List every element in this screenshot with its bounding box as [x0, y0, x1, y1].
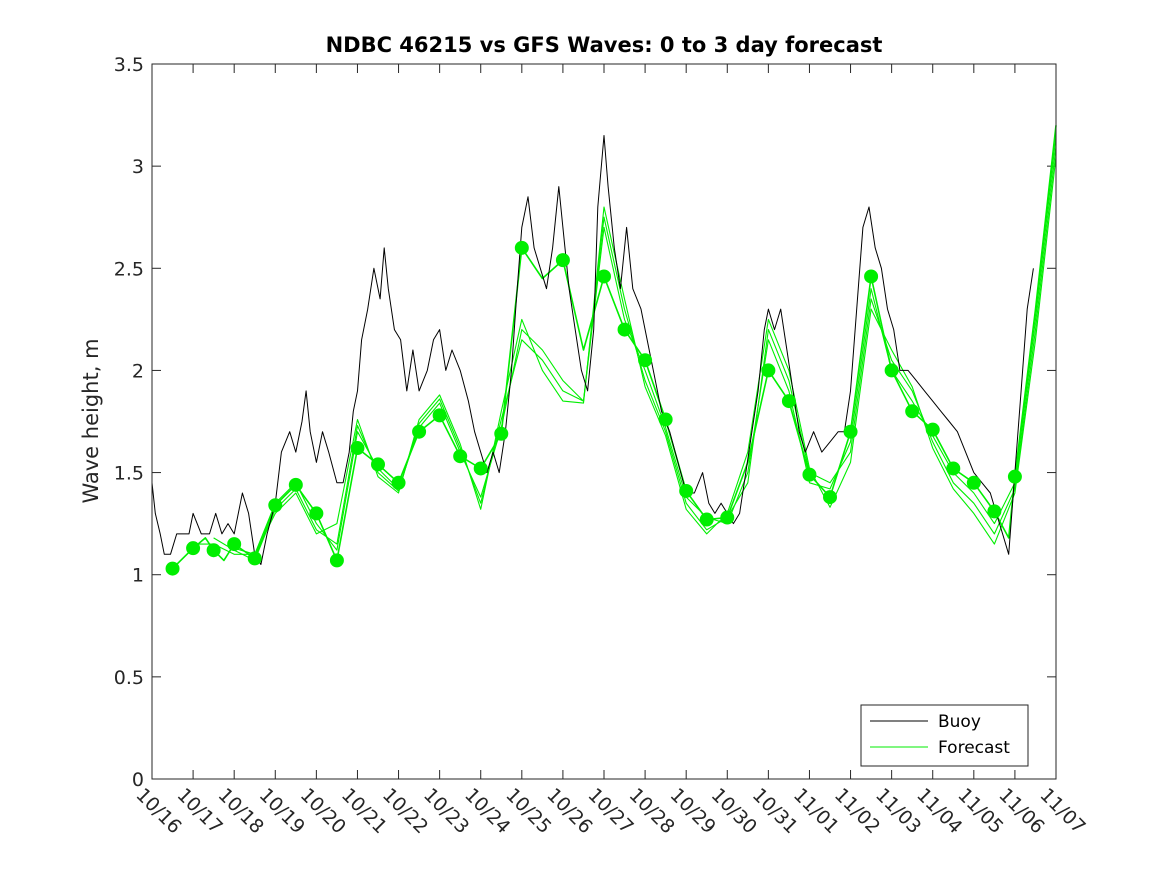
y-tick-label: 2 — [132, 360, 144, 382]
x-tick-label: 10/24 — [460, 784, 514, 838]
forecast-dot — [966, 475, 981, 490]
buoy-line — [151, 135, 1034, 565]
forecast-dot — [432, 408, 447, 423]
forecast-dot — [514, 240, 529, 255]
forecast-dot — [350, 441, 365, 456]
x-tick-label: 10/27 — [583, 784, 637, 838]
x-tick-label: 10/18 — [214, 784, 268, 838]
forecast-dot — [309, 506, 324, 521]
x-tick-label: 11/01 — [789, 784, 843, 838]
forecast-dot — [843, 424, 858, 439]
x-tick-label: 10/26 — [542, 784, 596, 838]
forecast-dot — [371, 457, 385, 472]
buoy-series — [151, 135, 1034, 565]
plot-area — [152, 64, 1056, 779]
forecast-dot — [288, 477, 303, 492]
y-tick-label: 1.5 — [114, 463, 144, 485]
forecast-dot — [761, 363, 776, 378]
forecast-dot — [597, 269, 611, 284]
y-tick-label: 3.5 — [114, 54, 144, 76]
x-tick-label: 10/20 — [296, 784, 350, 838]
forecast-dot — [186, 541, 201, 556]
x-tick-label: 11/02 — [830, 784, 884, 838]
forecast-dot — [1007, 469, 1022, 484]
forecast-dot — [638, 353, 653, 368]
y-tick-label: 2.5 — [114, 258, 144, 280]
x-tick-label: 10/29 — [666, 784, 720, 838]
forecast-dot — [720, 510, 735, 525]
legend-buoy-label: Buoy — [938, 712, 981, 732]
x-tick-label: 10/22 — [378, 784, 432, 838]
forecast-dot — [329, 553, 344, 568]
forecast-dots — [165, 240, 1022, 576]
x-tick-label: 10/23 — [419, 784, 473, 838]
forecast-dot — [165, 561, 180, 576]
forecast-dot — [823, 490, 837, 505]
forecast-dot — [391, 475, 406, 490]
forecast-dot — [206, 543, 221, 558]
x-tick-label: 10/25 — [501, 784, 555, 838]
forecast-dot — [781, 394, 796, 409]
forecast-dot — [555, 253, 570, 268]
forecast-dot — [473, 461, 488, 476]
forecast-dot — [925, 422, 940, 437]
legend-box — [860, 704, 1029, 767]
x-tick-label: 11/04 — [912, 784, 966, 838]
forecast-dot — [617, 322, 632, 337]
forecast-dot — [699, 512, 714, 527]
forecast-dot — [679, 483, 694, 498]
x-tick-label: 11/03 — [871, 784, 925, 838]
forecast-run-line — [234, 155, 1057, 555]
forecast-dot — [268, 498, 283, 513]
y-tick-label: 1 — [132, 565, 144, 587]
x-tick-label: 10/30 — [707, 784, 761, 838]
forecast-dot — [987, 504, 1002, 519]
y-tick-label: 0 — [132, 769, 144, 791]
y-tick-label: 3 — [132, 156, 144, 178]
forecast-dot — [227, 537, 242, 552]
x-tick-label: 11/07 — [1035, 784, 1089, 838]
x-tick-label: 10/28 — [625, 784, 679, 838]
chart-title: NDBC 46215 vs GFS Waves: 0 to 3 day fore… — [326, 33, 883, 57]
x-tick-label: 10/21 — [337, 784, 391, 838]
forecast-dot — [802, 467, 817, 482]
forecast-dot — [247, 551, 262, 566]
forecast-dot — [946, 461, 961, 476]
forecast-dot — [884, 363, 899, 378]
x-tick-label: 10/19 — [255, 784, 309, 838]
forecast-dot — [453, 449, 468, 464]
legend-forecast-label: Forecast — [938, 738, 1010, 758]
x-tick-label: 10/16 — [131, 784, 185, 838]
y-axis: 0 0.5 1 1.5 2 2.5 3 3.5 — [114, 54, 1056, 791]
x-tick-label: 10/31 — [748, 784, 802, 838]
forecast-dot — [864, 269, 879, 284]
forecast-dot — [905, 404, 920, 419]
forecast-run-line — [193, 135, 1057, 555]
forecast-dot — [494, 426, 509, 441]
x-tick-label: 10/17 — [173, 784, 227, 838]
forecast-dot — [658, 412, 673, 427]
x-tick-label: 11/06 — [994, 784, 1048, 838]
x-tick-label: 11/05 — [953, 784, 1007, 838]
legend: Buoy Forecast — [860, 704, 1029, 767]
y-axis-label: Wave height, m — [79, 338, 103, 503]
plot-frame — [151, 63, 1057, 780]
forecast-dot — [412, 424, 427, 439]
y-tick-label: 0.5 — [114, 667, 144, 689]
